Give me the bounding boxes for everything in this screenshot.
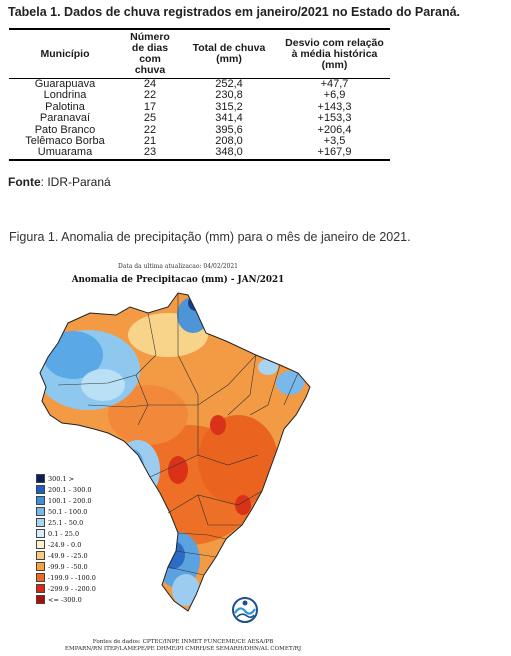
header-municipio: Município [40,47,90,60]
legend-label: 0.1 - 25.0 [48,529,80,538]
legend-item: 100.1 - 200.0 [36,495,96,506]
cell-municipio: Paranavaí [39,112,91,125]
map-graphic [39,292,311,612]
cell-desvio: +153,3 [317,112,352,125]
legend-item: -99.9 - -50.0 [36,561,96,572]
legend-label: 100.1 - 200.0 [48,496,92,505]
legend-swatch [36,485,45,494]
legend-swatch [36,496,45,505]
legend-swatch [36,584,45,593]
legend-label: 200.1 - 300.0 [48,485,92,494]
cell-dias: 22 [143,123,157,136]
table-row: Guarapuava 24 252,4 +47,7 [9,78,390,91]
cell-desvio: +143,3 [317,100,352,113]
figure-caption: Figura 1. Anomalia de precipitação (mm) … [9,230,411,244]
legend-item: 50.1 - 100.0 [36,506,96,517]
legend-swatch [36,551,45,560]
cell-total: 230,8 [215,89,243,102]
cell-dias: 22 [143,89,157,102]
legend-swatch [36,540,45,549]
cell-desvio: +3,5 [323,135,346,148]
table-row: Umuarama 23 348,0 +167,9 [9,146,390,160]
legend-item: 0.1 - 25.0 [36,528,96,539]
legend-swatch [36,573,45,582]
legend-label: -199.9 - -100.0 [48,573,96,582]
cell-desvio: +47,7 [320,78,349,90]
cell-total: 252,4 [215,78,243,90]
cell-total: 208,0 [215,135,243,148]
map-legend: 300.1 > 200.1 - 300.0 100.1 - 200.0 50.1… [36,473,96,605]
legend-item: 200.1 - 300.0 [36,484,96,495]
header-total-chuva: Total de chuva (mm) [192,42,266,65]
cell-municipio: Pato Branco [34,123,96,136]
legend-label: 50.1 - 100.0 [48,507,88,516]
legend-label: <= -300.0 [48,595,82,604]
legend-label: -299.9 - -200.0 [48,584,96,593]
cell-municipio: Londrina [43,89,87,102]
table-header-row: Município Número de dias com chuva Total… [9,29,390,79]
table-row: Palotina 17 315,2 +143,3 [9,100,390,113]
table-caption: Tabela 1. Dados de chuva registrados em … [8,5,506,19]
legend-item: -199.9 - -100.0 [36,572,96,583]
legend-swatch [36,529,45,538]
map-update-date: Data da ultima atualizacao: 04/02/2021 [118,263,238,270]
cell-dias: 21 [143,135,157,148]
legend-swatch [36,595,45,604]
legend-item: 25.1 - 50.0 [36,517,96,528]
cell-dias: 25 [143,112,157,125]
legend-label: 25.1 - 50.0 [48,518,84,527]
header-desvio: Desvio com relação à média histórica (mm… [285,36,384,71]
precipitation-anomaly-map: Data da ultima atualizacao: 04/02/2021 A… [28,255,328,655]
state-borders [57,293,299,576]
map-title: Anomalia de Precipitacao (mm) - JAN/2021 [71,275,285,285]
table-row: Londrina 22 230,8 +6,9 [9,89,390,102]
cell-total: 315,2 [215,100,243,113]
cell-total: 348,0 [215,146,243,159]
source-text: : IDR-Paraná [40,175,111,189]
legend-label: -99.9 - -50.0 [48,562,88,571]
cell-municipio: Telêmaco Borba [25,135,105,148]
inmet-logo-icon [232,597,258,623]
cell-dias: 17 [143,100,157,113]
cell-total: 395,6 [215,123,243,136]
map-credits: Fontes de dados: CPTEC/INPE INMET FUNCEM… [28,639,338,653]
legend-swatch [36,507,45,516]
legend-swatch [36,474,45,483]
legend-item: -24.9 - 0.0 [36,539,96,550]
cell-municipio: Guarapuava [34,78,96,90]
table-row: Telêmaco Borba 21 208,0 +3,5 [9,135,390,148]
table-source: Fonte: IDR-Paraná [8,175,111,189]
legend-swatch [36,518,45,527]
table-caption-text: Dados de chuva registrados em janeiro/20… [60,5,461,19]
table-row: Paranavaí 25 341,4 +153,3 [9,112,390,125]
cell-desvio: +167,9 [317,146,352,159]
legend-label: 300.1 > [48,474,75,483]
legend-item: -299.9 - -200.0 [36,583,96,594]
legend-item: <= -300.0 [36,594,96,605]
cell-total: 341,4 [215,112,243,125]
rainfall-table: Município Número de dias com chuva Total… [9,28,390,161]
header-dias-chuva: Número de dias com chuva [130,31,170,76]
credits-line: Fontes de dados: CPTEC/INPE INMET FUNCEM… [92,639,274,645]
credits-line: EMPARN/RN ITEP/LAMEPE/PE DHME/PI CMRH/SE… [64,646,302,652]
legend-item: 300.1 > [36,473,96,484]
cell-municipio: Umuarama [37,146,93,159]
legend-item: -49.9 - -25.0 [36,550,96,561]
legend-label: -24.9 - 0.0 [48,540,82,549]
cell-municipio: Palotina [45,100,85,113]
cell-desvio: +206,4 [317,123,352,136]
legend-swatch [36,562,45,571]
cell-dias: 23 [143,146,157,159]
source-label: Fonte [8,175,41,189]
cell-desvio: +6,9 [323,89,346,102]
table-row: Pato Branco 22 395,6 +206,4 [9,123,390,136]
legend-label: -49.9 - -25.0 [48,551,88,560]
table-caption-label: Tabela 1. [8,5,61,19]
cell-dias: 24 [143,78,157,90]
